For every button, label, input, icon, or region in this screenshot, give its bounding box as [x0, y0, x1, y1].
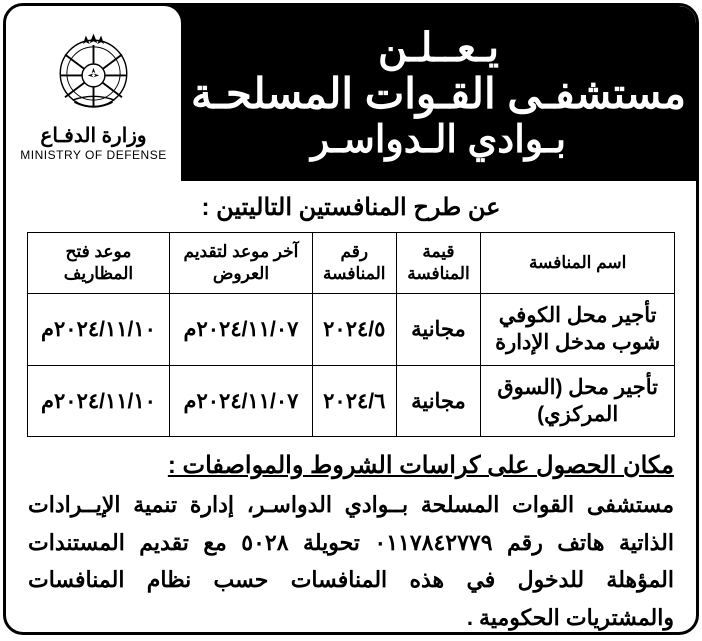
cell-deadline: ٢٠٢٤/١١/٠٧م [170, 365, 312, 437]
ministry-name-ar: وزارة الدفـاع [40, 123, 146, 148]
th-value: قيمة المنافسة [396, 233, 480, 294]
table-header-row: اسم المنافسة قيمة المنافسة رقم المنافسة … [27, 233, 675, 294]
table-row: تأجير محل الكوفي شوب مدخل الإدارة مجانية… [27, 294, 675, 366]
table-row: تأجير محل (السوق المركزي) مجانية ٢٠٢٤/٦ … [27, 365, 675, 437]
th-opening: موعد فتح المظاريف [27, 233, 170, 294]
announcement-container: يـعــلـن مستشفـى القـوات المسلحـة بـوادي… [3, 3, 699, 635]
announce-word: يـعــلـن [191, 25, 686, 71]
cell-deadline: ٢٠٢٤/١١/٠٧م [170, 294, 312, 366]
th-number: رقم المنافسة [312, 233, 396, 294]
header: يـعــلـن مستشفـى القـوات المسلحـة بـوادي… [6, 6, 696, 181]
cell-opening: ٢٠٢٤/١١/١٠م [27, 294, 170, 366]
intro-text: عن طرح المنافستين التاليتين : [6, 181, 696, 232]
tenders-table: اسم المنافسة قيمة المنافسة رقم المنافسة … [27, 232, 676, 437]
cell-name: تأجير محل (السوق المركزي) [481, 365, 675, 437]
cell-number: ٢٠٢٤/٥ [312, 294, 396, 366]
cell-value: مجانية [396, 365, 480, 437]
cell-opening: ٢٠٢٤/١١/١٠م [27, 365, 170, 437]
header-text-block: يـعــلـن مستشفـى القـوات المسلحـة بـوادي… [181, 20, 696, 167]
th-deadline: آخر موعد لتقديم العروض [170, 233, 312, 294]
footer-body: مستشفى القوات المسلحة بــوادي الدواسـر، … [6, 486, 696, 635]
hospital-location: بـوادي الـدواسـر [191, 117, 686, 162]
ministry-emblem-icon [46, 26, 141, 121]
cell-value: مجانية [396, 294, 480, 366]
th-name: اسم المنافسة [481, 233, 675, 294]
cell-name: تأجير محل الكوفي شوب مدخل الإدارة [481, 294, 675, 366]
ministry-logo-box: وزارة الدفـاع MINISTRY OF DEFENSE [6, 6, 181, 181]
ministry-name-en: MINISTRY OF DEFENSE [20, 148, 166, 162]
hospital-name: مستشفـى القـوات المسلحـة [191, 71, 686, 117]
cell-number: ٢٠٢٤/٦ [312, 365, 396, 437]
footer-title: مكان الحصول على كراسات الشروط والمواصفات… [6, 437, 696, 486]
